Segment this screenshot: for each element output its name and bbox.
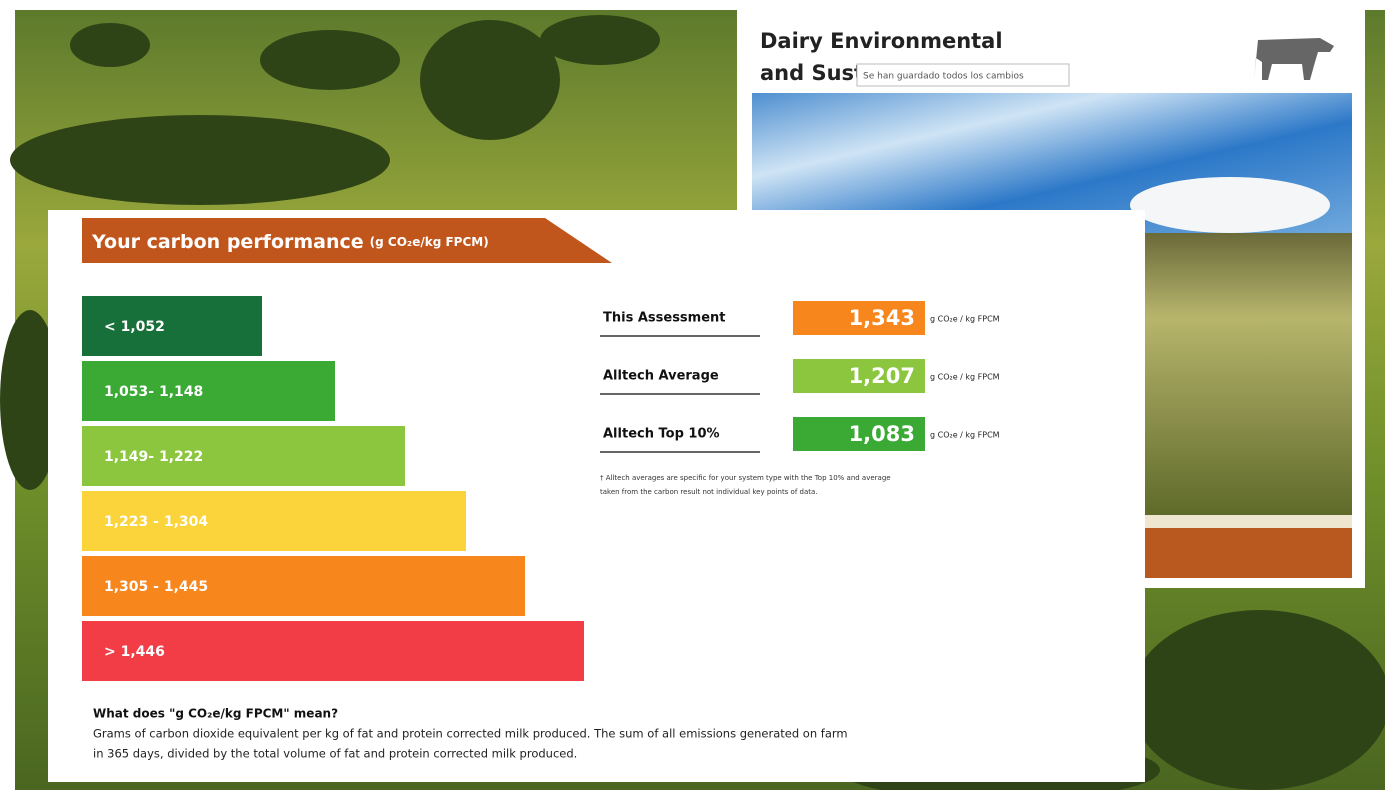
result-unit: g CO₂e / kg FPCM — [930, 373, 1000, 382]
back-title: and Sust — [760, 61, 864, 85]
band-label: 1,053- 1,148 — [104, 384, 203, 400]
band-label: 1,149- 1,222 — [104, 449, 203, 465]
result-unit: g CO₂e / kg FPCM — [930, 431, 1000, 440]
screen: Dairy Environmental and Sust Se han guar… — [0, 0, 1385, 790]
page: Dairy Environmental and Sust Se han guar… — [0, 0, 1385, 790]
result-label: This Assessment — [603, 311, 726, 326]
cloud — [1130, 177, 1330, 233]
result-value: 1,207 — [849, 364, 915, 388]
band-label: < 1,052 — [104, 319, 165, 335]
result-label: Alltech Top 10% — [603, 427, 720, 442]
definition-text: Grams of carbon dioxide equivalent per k… — [93, 727, 848, 741]
footnote: † Alltech averages are specific for your… — [600, 474, 891, 482]
save-tooltip-text: Se han guardado todos los cambios — [863, 72, 1024, 82]
band-label: 1,305 - 1,445 — [104, 579, 208, 595]
result-value: 1,083 — [849, 422, 915, 446]
definition-title: What does "g CO₂e/kg FPCM" mean? — [93, 707, 338, 721]
result-unit: g CO₂e / kg FPCM — [930, 315, 1000, 324]
definition-text: in 365 days, divided by the total volume… — [93, 747, 577, 761]
back-title: Dairy Environmental — [760, 29, 1003, 53]
panel-title-main: Your carbon performance — [91, 231, 364, 253]
panel-title-unit: (g CO₂e/kg FPCM) — [370, 235, 489, 249]
band-label: > 1,446 — [104, 644, 165, 660]
result-value: 1,343 — [849, 306, 915, 330]
result-label: Alltech Average — [603, 369, 719, 384]
band-label: 1,223 - 1,304 — [104, 514, 208, 530]
footnote: taken from the carbon result not individ… — [600, 488, 818, 496]
